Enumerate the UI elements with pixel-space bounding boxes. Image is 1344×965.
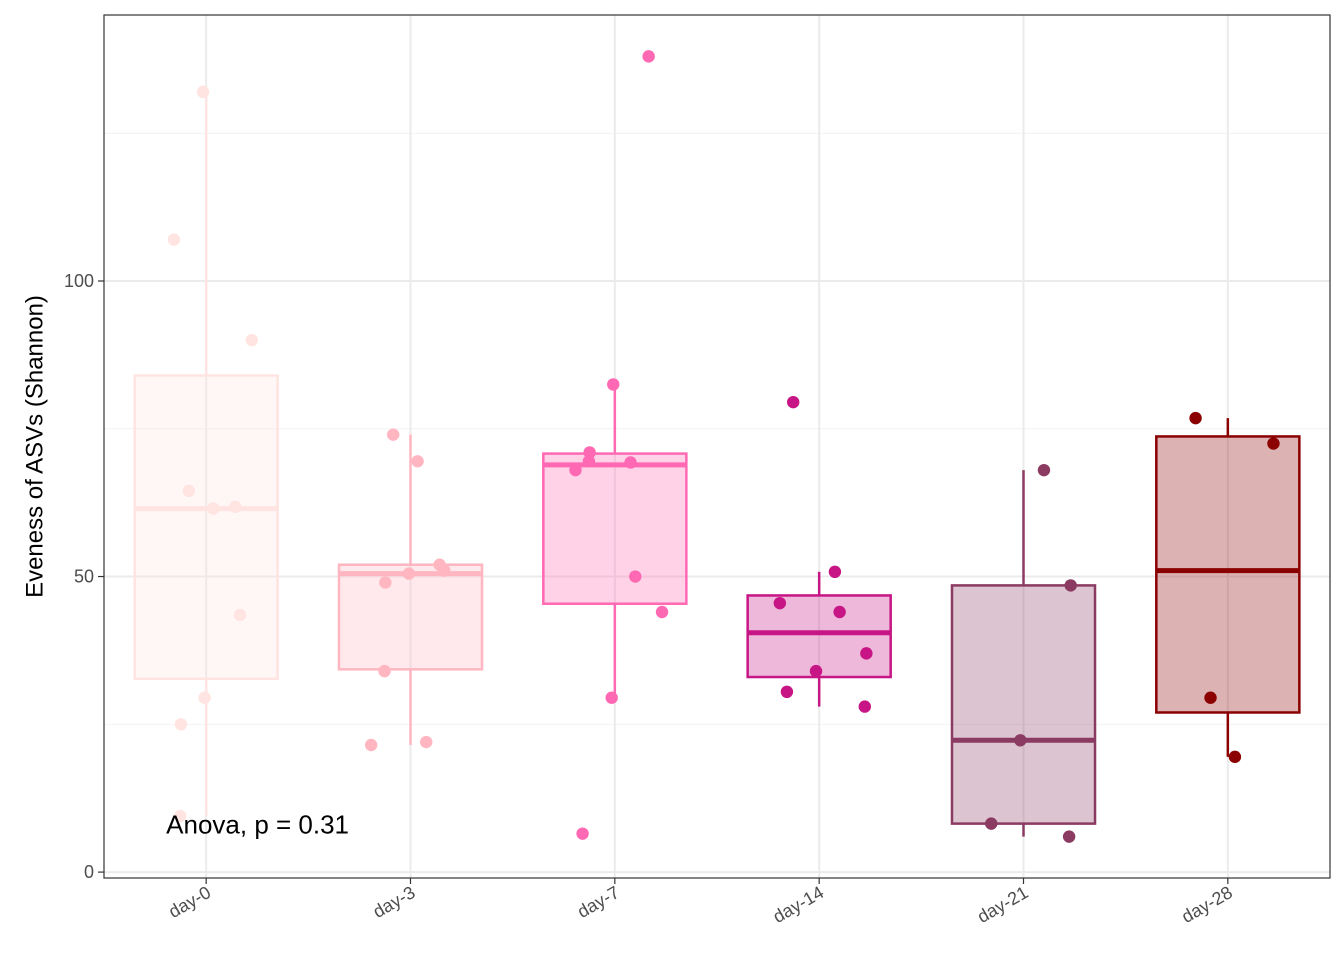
- anova-annotation: Anova, p = 0.31: [166, 810, 349, 840]
- x-tick-label: day-3: [370, 882, 419, 922]
- x-tick-label: day-28: [1178, 882, 1236, 927]
- x-tick-label: day-14: [769, 882, 827, 927]
- grid-lines: [104, 15, 1330, 878]
- box-group-day-14: [746, 571, 892, 707]
- box-iqr: [542, 452, 688, 605]
- box-group-day-21: [950, 470, 1097, 837]
- data-point: [438, 564, 451, 577]
- data-point: [196, 85, 210, 99]
- panel-background: [104, 15, 1330, 878]
- data-point: [582, 455, 596, 468]
- data-point: [1267, 437, 1280, 450]
- box-group-day-0: [133, 91, 279, 816]
- data-point: [174, 809, 187, 823]
- data-point: [364, 738, 378, 752]
- data-point: [174, 718, 188, 731]
- data-point: [1062, 830, 1076, 843]
- x-tick-label: day-0: [165, 882, 214, 922]
- boxes-layer: [133, 91, 1301, 837]
- data-point: [233, 608, 247, 622]
- data-point: [1037, 463, 1051, 477]
- box-iqr: [133, 374, 279, 681]
- data-point: [198, 691, 211, 704]
- data-point: [379, 576, 392, 589]
- y-tick-label: 50: [74, 567, 94, 587]
- data-point: [207, 502, 220, 515]
- data-point: [229, 500, 242, 513]
- data-point: [583, 446, 596, 459]
- data-point: [411, 455, 424, 468]
- data-point: [167, 233, 181, 246]
- box-group-day-7: [542, 384, 688, 698]
- data-point: [773, 596, 787, 610]
- points-layer: [167, 50, 1280, 843]
- data-point: [402, 567, 416, 580]
- data-point: [607, 378, 620, 391]
- data-point: [182, 484, 196, 498]
- data-point: [1189, 411, 1202, 425]
- data-point: [576, 827, 589, 840]
- x-tick-label: day-21: [974, 882, 1032, 927]
- data-point: [787, 395, 800, 409]
- data-point: [420, 735, 433, 749]
- data-point: [780, 685, 794, 699]
- data-point: [1064, 579, 1077, 592]
- y-axis-title: Eveness of ASVs (Shannon): [21, 295, 48, 598]
- box-iqr: [746, 594, 892, 679]
- box-iqr: [337, 563, 484, 671]
- data-point: [833, 605, 846, 619]
- box-iqr: [1155, 435, 1301, 714]
- data-point: [985, 817, 998, 830]
- data-point: [1204, 691, 1217, 704]
- data-point: [245, 333, 258, 347]
- box-iqr: [950, 584, 1097, 825]
- data-point: [642, 50, 655, 63]
- panel-border: [103, 14, 1331, 879]
- data-point: [386, 428, 400, 441]
- data-point: [860, 647, 873, 660]
- data-point: [1228, 750, 1242, 764]
- data-point: [809, 664, 823, 678]
- data-point: [1014, 734, 1027, 747]
- y-tick-label: 0: [84, 862, 94, 882]
- y-tick-label: 100: [64, 271, 94, 291]
- box-group-day-28: [1155, 418, 1301, 757]
- data-point: [605, 691, 618, 704]
- data-point: [655, 605, 669, 619]
- data-point: [624, 456, 637, 469]
- data-point: [858, 700, 871, 713]
- data-point: [629, 570, 642, 583]
- data-point: [828, 565, 842, 579]
- data-point: [378, 664, 391, 678]
- x-tick-label: day-7: [574, 882, 623, 922]
- data-point: [569, 463, 582, 477]
